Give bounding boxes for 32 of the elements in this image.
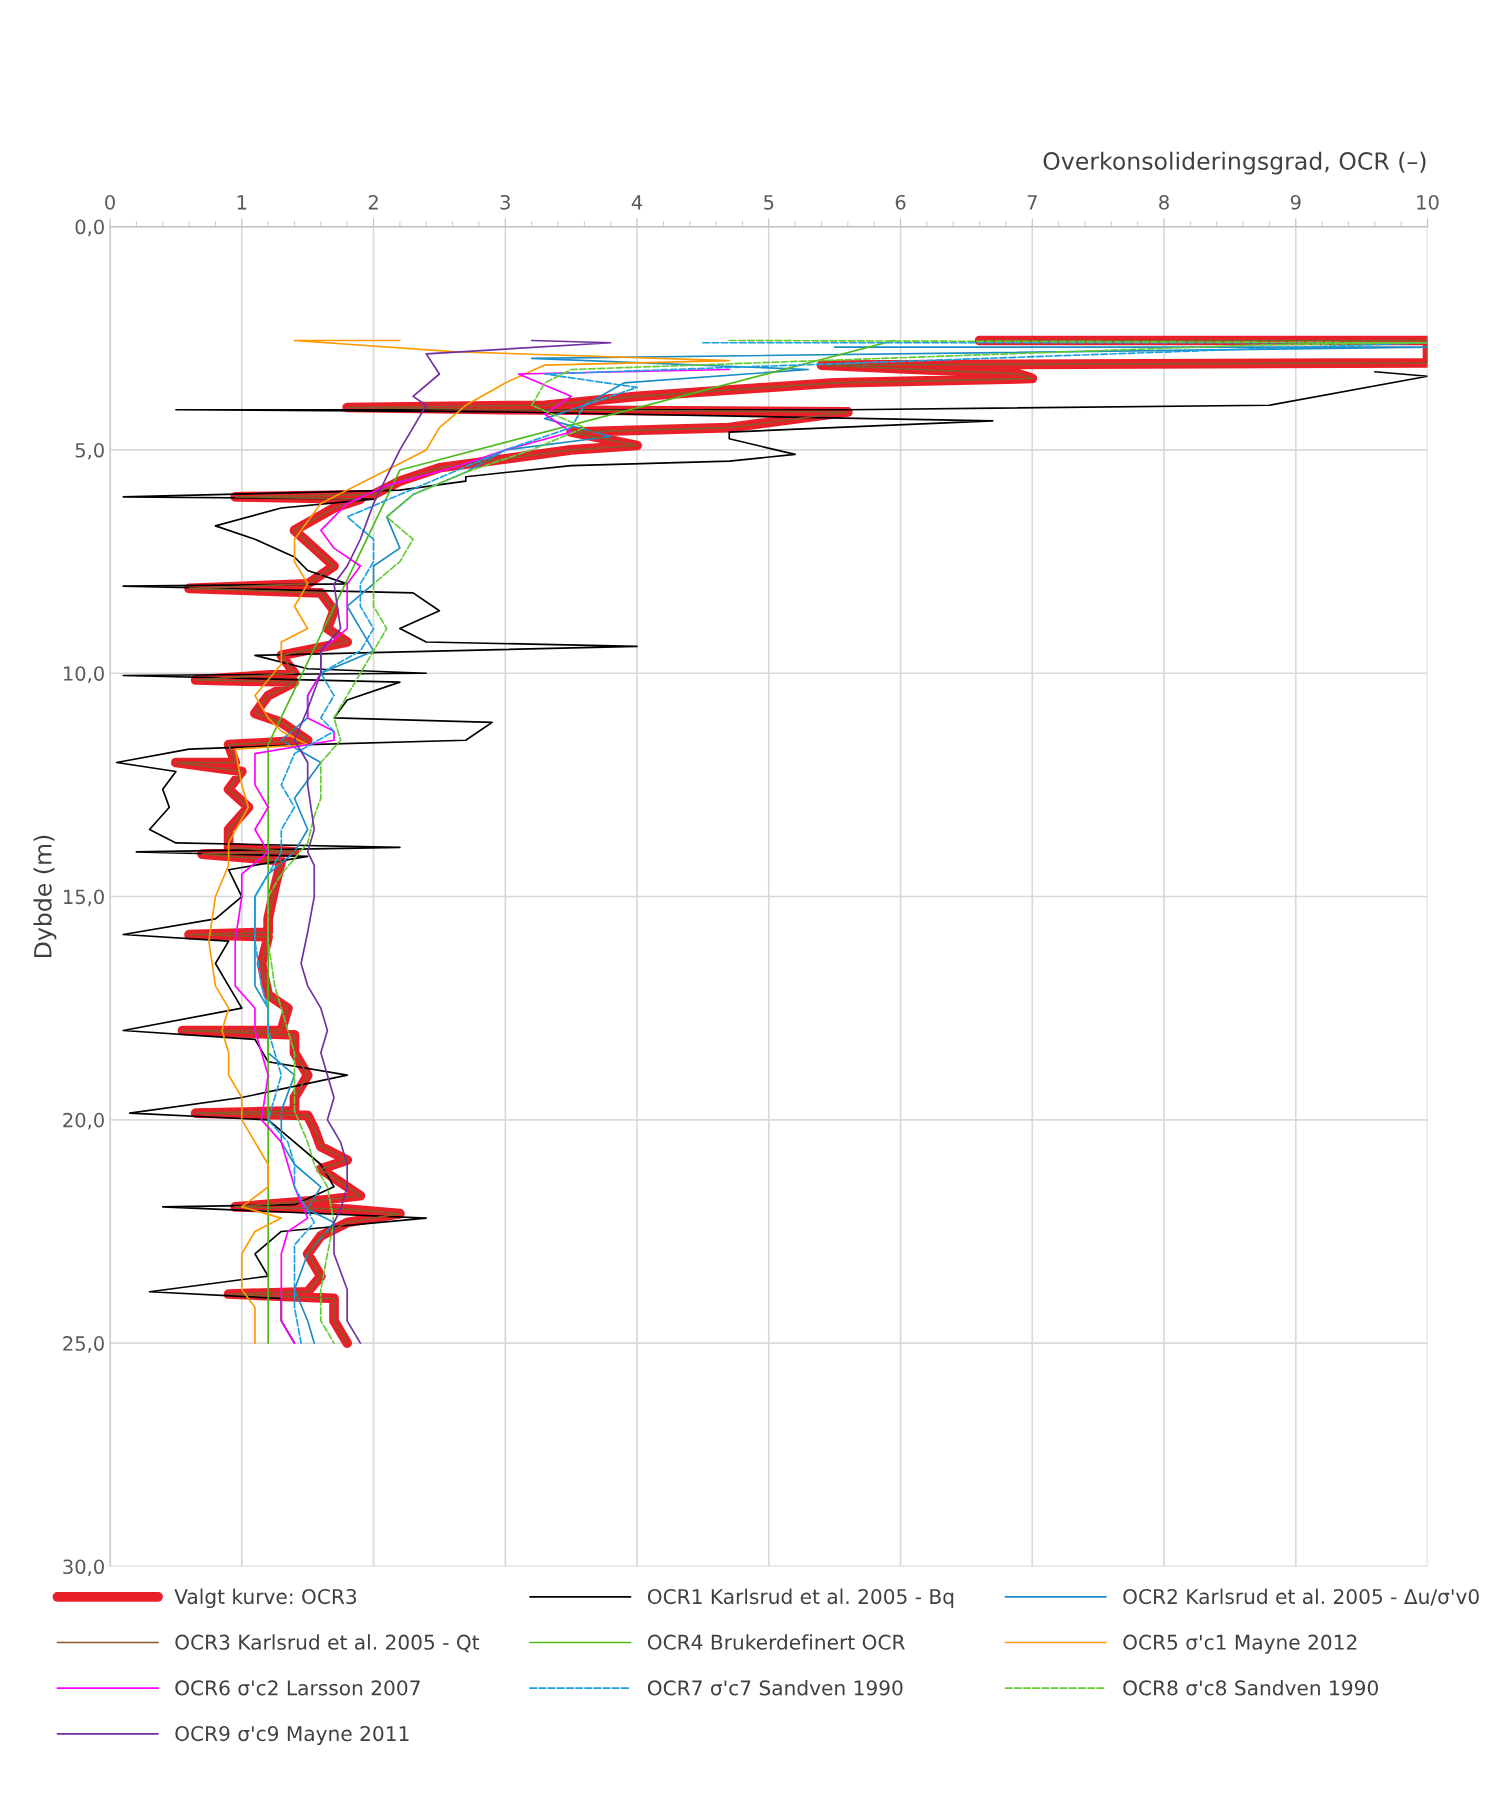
legend-label: OCR1 Karlsrud et al. 2005 - Bq <box>647 1588 954 1609</box>
y-tick-label: 25,0 <box>63 1336 104 1353</box>
line-series <box>293 339 612 1344</box>
x-tick-label: 3 <box>500 194 510 210</box>
y-tick-label: 15,0 <box>64 889 104 907</box>
legend-label: Valgt kurve: OCR3 <box>174 1588 357 1609</box>
x-tick-label: 5 <box>764 195 774 210</box>
legend-label: OCR7 σ'c7 Sandven 1990 <box>647 1679 903 1696</box>
y-axis-title: Dybde (m) <box>33 835 57 958</box>
y-tick-label: 30,0 <box>63 1559 104 1577</box>
legend-label: OCR8 σ'c8 Sandven 1990 <box>1123 1679 1378 1696</box>
y-tick-label: 20,0 <box>63 1112 104 1130</box>
x-tick-label: 2 <box>368 194 378 210</box>
line-series <box>267 339 895 1344</box>
x-tick-label: 6 <box>895 194 906 210</box>
x-tick-label: 0 <box>105 194 115 210</box>
x-axis-title: Overkonsolideringsgrad, OCR (–) <box>1043 151 1426 175</box>
legend-label: OCR9 σ'c9 Mayne 2011 <box>175 1725 409 1746</box>
x-tick-label: 1 <box>237 195 247 210</box>
legend-label: OCR6 σ'c2 Larsson 2007 <box>175 1680 420 1696</box>
legend-label: OCR5 σ'c1 Mayne 2012 <box>1123 1634 1357 1654</box>
x-tick-label: 9 <box>1290 194 1301 210</box>
x-tick-label: 4 <box>631 195 643 210</box>
x-tick-label: 7 <box>1027 195 1037 210</box>
y-tick-label: 0,0 <box>75 219 104 237</box>
legend-label: OCR3 Karlsrud et al. 2005 - Qt <box>175 1634 480 1653</box>
y-tick-label: 5,0 <box>75 442 104 460</box>
legend-label: OCR4 Brukerdefinert OCR <box>647 1634 905 1650</box>
x-tick-label: 8 <box>1159 194 1169 210</box>
y-tick-label: 10,0 <box>64 666 104 683</box>
x-tick-label: 10 <box>1417 194 1439 210</box>
legend-label: OCR2 Karlsrud et al. 2005 - Δu/σ'v0 <box>1123 1588 1479 1606</box>
